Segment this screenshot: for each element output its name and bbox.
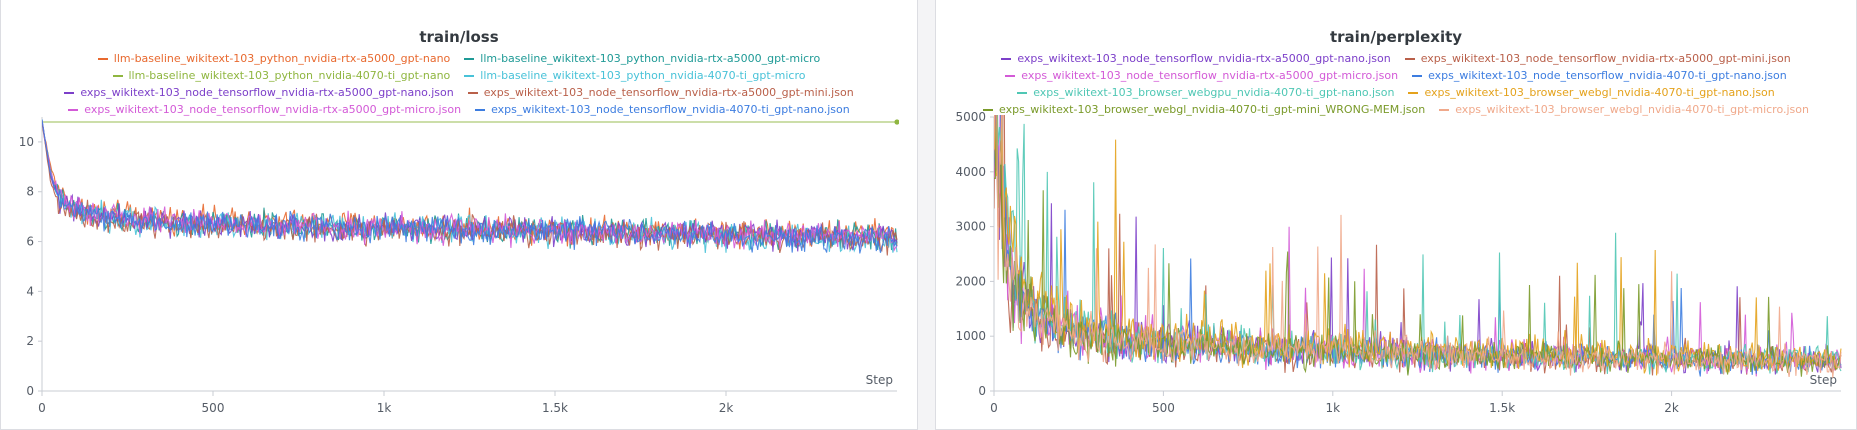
legend-row: llm-baseline_wikitext-103_python_nvidia-…: [1, 50, 917, 67]
x-tick-label: 2k: [1664, 401, 1679, 415]
legend-item[interactable]: exps_wikitext-103_browser_webgl_nvidia-4…: [1408, 86, 1775, 99]
legend-label: exps_wikitext-103_node_tensorflow_nvidia…: [483, 86, 854, 99]
perplexity-chart-panel: train/perplexity exps_wikitext-103_node_…: [935, 0, 1857, 430]
legend-item[interactable]: exps_wikitext-103_node_tensorflow_nvidia…: [467, 86, 854, 99]
y-tick-label: 3000: [955, 220, 986, 234]
legend-row: exps_wikitext-103_browser_webgl_nvidia-4…: [936, 101, 1856, 118]
legend-item[interactable]: exps_wikitext-103_node_tensorflow_nvidia…: [68, 103, 461, 116]
x-tick-label: 2k: [719, 401, 734, 415]
legend-item[interactable]: exps_wikitext-103_node_tensorflow_nvidia…: [1404, 52, 1791, 65]
legend-swatch: [112, 74, 123, 77]
legend-item[interactable]: llm-baseline_wikitext-103_python_nvidia-…: [112, 69, 451, 82]
legend-label: llm-baseline_wikitext-103_python_nvidia-…: [128, 69, 451, 82]
series-line: [42, 121, 898, 252]
legend-item[interactable]: exps_wikitext-103_node_tensorflow_nvidia…: [1412, 69, 1787, 82]
series-line: [994, 115, 1842, 378]
legend-label: exps_wikitext-103_node_tensorflow_nvidia…: [1021, 69, 1399, 82]
legend-label: exps_wikitext-103_node_tensorflow_nvidia…: [84, 103, 462, 116]
x-tick-label: 500: [1152, 401, 1175, 415]
legend-row: llm-baseline_wikitext-103_python_nvidia-…: [1, 67, 917, 84]
loss-chart-panel: train/loss llm-baseline_wikitext-103_pyt…: [0, 0, 918, 430]
legend-swatch: [983, 108, 993, 111]
series-line: [994, 115, 1842, 377]
legend-swatch: [1412, 74, 1423, 77]
legend-item[interactable]: exps_wikitext-103_browser_webgpu_nvidia-…: [1017, 86, 1394, 99]
legend-swatch: [1001, 57, 1012, 60]
legend-label: exps_wikitext-103_browser_webgl_nvidia-4…: [1424, 86, 1775, 99]
series-line: [42, 119, 898, 253]
legend-item[interactable]: llm-baseline_wikitext-103_python_nvidia-…: [464, 52, 820, 65]
legend-swatch: [64, 91, 75, 94]
legend-swatch: [1404, 57, 1415, 60]
x-tick-label: 1k: [1326, 401, 1341, 415]
x-tick-label: 0: [990, 401, 998, 415]
y-tick-label: 2: [26, 334, 34, 348]
legend-swatch: [1439, 108, 1450, 111]
series-group: [994, 115, 1842, 378]
legend-row: exps_wikitext-103_browser_webgpu_nvidia-…: [936, 84, 1856, 101]
legend-label: llm-baseline_wikitext-103_python_nvidia-…: [480, 69, 806, 82]
chart-legend: exps_wikitext-103_node_tensorflow_nvidia…: [936, 50, 1856, 118]
legend-label: exps_wikitext-103_browser_webgl_nvidia-4…: [999, 103, 1426, 116]
legend-label: llm-baseline_wikitext-103_python_nvidia-…: [113, 52, 451, 65]
y-tick-label: 0: [978, 384, 986, 398]
legend-swatch: [1005, 74, 1016, 77]
legend-item[interactable]: exps_wikitext-103_node_tensorflow_nvidia…: [1001, 52, 1391, 65]
legend-item[interactable]: exps_wikitext-103_browser_webgl_nvidia-4…: [1439, 103, 1809, 116]
y-tick-label: 2000: [955, 274, 986, 288]
series-group: [42, 119, 899, 256]
x-tick-label: 1.5k: [542, 401, 568, 415]
legend-label: exps_wikitext-103_browser_webgl_nvidia-4…: [1455, 103, 1809, 116]
x-axis-label: Step: [866, 373, 893, 387]
legend-item[interactable]: exps_wikitext-103_node_tensorflow_nvidia…: [475, 103, 850, 116]
y-tick-label: 4000: [955, 165, 986, 179]
y-tick-label: 0: [26, 384, 34, 398]
legend-row: exps_wikitext-103_node_tensorflow_nvidia…: [1, 101, 917, 118]
legend-row: exps_wikitext-103_node_tensorflow_nvidia…: [936, 50, 1856, 67]
chart-title: train/loss: [419, 28, 499, 46]
perplexity-plot: 0 1000 2000 3000 4000 5000 0 500 1k 1.5k 2k Step: [955, 110, 1842, 415]
y-tick-label: 5000: [955, 110, 986, 124]
series-end-point: [894, 119, 899, 125]
y-tick-label: 6: [26, 235, 34, 249]
legend-item[interactable]: exps_wikitext-103_node_tensorflow_nvidia…: [1005, 69, 1398, 82]
legend-row: exps_wikitext-103_node_tensorflow_nvidia…: [936, 67, 1856, 84]
x-tick-label: 500: [202, 401, 225, 415]
chart-legend: llm-baseline_wikitext-103_python_nvidia-…: [1, 50, 917, 118]
series-line: [42, 119, 898, 254]
legend-label: exps_wikitext-103_browser_webgpu_nvidia-…: [1033, 86, 1395, 99]
legend-label: exps_wikitext-103_node_tensorflow_nvidia…: [1428, 69, 1787, 82]
legend-label: exps_wikitext-103_node_tensorflow_nvidia…: [491, 103, 850, 116]
legend-swatch: [1017, 91, 1028, 94]
series-line: [994, 115, 1842, 376]
legend-swatch: [475, 108, 486, 111]
legend-item[interactable]: exps_wikitext-103_node_tensorflow_nvidia…: [64, 86, 454, 99]
x-tick-label: 0: [38, 401, 46, 415]
legend-label: exps_wikitext-103_node_tensorflow_nvidia…: [1017, 52, 1391, 65]
x-tick-label: 1.5k: [1489, 401, 1515, 415]
legend-swatch: [467, 91, 478, 94]
legend-item[interactable]: exps_wikitext-103_browser_webgl_nvidia-4…: [983, 103, 1425, 116]
chart-title: train/perplexity: [1329, 28, 1463, 46]
legend-label: exps_wikitext-103_node_tensorflow_nvidia…: [80, 86, 454, 99]
legend-row: exps_wikitext-103_node_tensorflow_nvidia…: [1, 84, 917, 101]
y-tick-label: 10: [19, 135, 34, 149]
y-tick-label: 1000: [955, 329, 986, 343]
legend-item[interactable]: llm-baseline_wikitext-103_python_nvidia-…: [97, 52, 451, 65]
legend-item[interactable]: llm-baseline_wikitext-103_python_nvidia-…: [464, 69, 806, 82]
y-tick-label: 8: [26, 185, 34, 199]
y-tick-label: 4: [26, 284, 34, 298]
legend-swatch: [1408, 91, 1419, 94]
legend-swatch: [97, 57, 108, 60]
x-axis-label: Step: [1810, 373, 1837, 387]
legend-label: exps_wikitext-103_node_tensorflow_nvidia…: [1420, 52, 1791, 65]
legend-swatch: [464, 57, 475, 60]
legend-swatch: [68, 108, 79, 111]
legend-label: llm-baseline_wikitext-103_python_nvidia-…: [480, 52, 821, 65]
legend-swatch: [464, 74, 475, 77]
loss-plot: 0 2 4 6 8 10 0 500 1k 1.5k 2k Step: [19, 117, 899, 415]
x-tick-label: 1k: [377, 401, 392, 415]
